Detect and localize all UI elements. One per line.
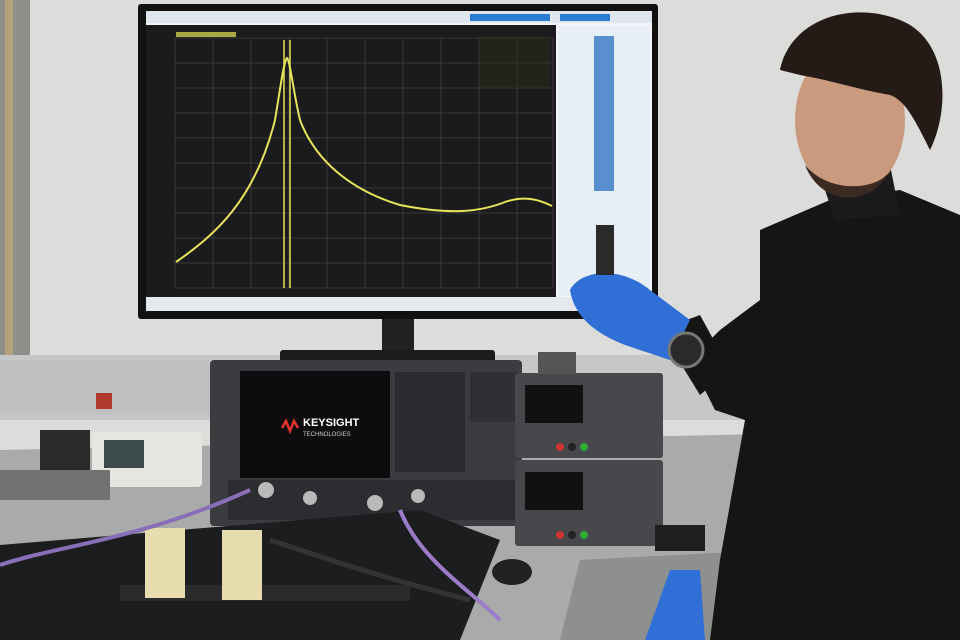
person-body: [690, 190, 960, 640]
port: [258, 482, 274, 498]
port: [411, 489, 425, 503]
outlet: [96, 393, 112, 409]
terminals: [556, 443, 588, 539]
pillar: [0, 0, 30, 360]
keypad-device: [655, 525, 705, 551]
port: [303, 491, 317, 505]
status-bar: [146, 297, 652, 311]
marker-table: [480, 36, 550, 88]
port: [367, 495, 383, 511]
clamp: [40, 430, 90, 470]
sensor-box: [538, 352, 576, 374]
vent: [470, 372, 518, 422]
hair: [780, 12, 943, 150]
trace: [175, 56, 553, 263]
cable: [398, 509, 502, 622]
analyzer-screen: [240, 371, 390, 478]
toolbar-tab: [470, 14, 550, 21]
toolbar-tab: [560, 14, 610, 21]
plate: [0, 470, 110, 500]
keypad: [395, 372, 465, 472]
watch: [667, 331, 705, 369]
fixture: [222, 530, 262, 600]
supply-screen: [525, 472, 583, 510]
cable: [269, 537, 471, 603]
cable: [0, 488, 251, 567]
monitor-neck: [382, 319, 414, 355]
plot-grid: [174, 37, 554, 289]
supply-screen: [525, 385, 583, 423]
mouse: [492, 559, 532, 585]
brand-name: KEYSIGHT: [303, 417, 360, 429]
fixture: [145, 528, 185, 598]
tool-handle: [596, 225, 614, 275]
glove: [570, 273, 690, 360]
glove: [645, 570, 705, 640]
side-scroll: [594, 36, 614, 191]
trace-label: [176, 32, 236, 37]
rail: [120, 585, 410, 601]
meter-screen: [104, 440, 144, 468]
brand-logo: [280, 418, 300, 435]
beard: [805, 165, 890, 198]
pillar-edge: [5, 0, 13, 360]
brand-subtitle: TECHNOLOGIES: [303, 432, 351, 438]
